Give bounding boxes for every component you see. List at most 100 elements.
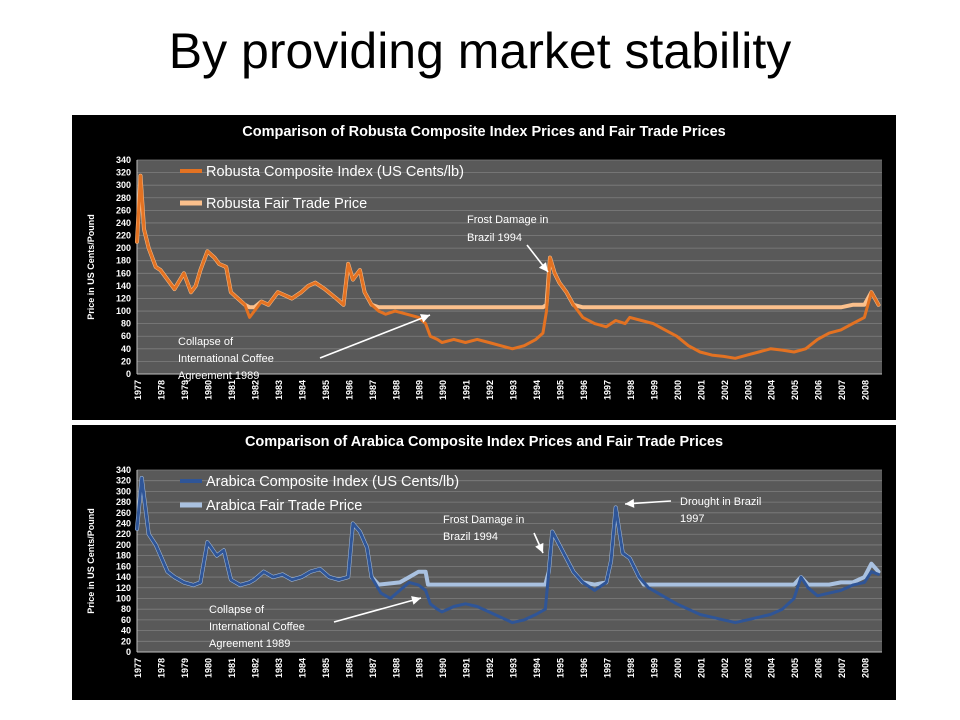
y-tick-label: 120 [116, 293, 131, 303]
y-tick-label: 180 [116, 551, 131, 561]
annotation-text: Frost Damage in [443, 514, 524, 526]
x-tick-label: 1988 [391, 658, 401, 678]
arabica-chart-panel: 0 20 40 60 80 100 120 140 160 180 200 220 240 260 280 3… [72, 425, 896, 700]
x-tick-label: 1991 [462, 380, 472, 400]
x-tick-label: 2004 [767, 380, 777, 400]
x-tick-label: 1990 [438, 658, 448, 678]
y-tick-label: 280 [116, 193, 131, 203]
annotation-text: 1997 [680, 513, 704, 525]
y-tick-label: 100 [116, 593, 131, 603]
y-tick-label: 140 [116, 281, 131, 291]
y-tick-label: 280 [116, 497, 131, 507]
x-tick-label: 1999 [649, 380, 659, 400]
annotation-text: Frost Damage in [467, 214, 548, 226]
x-tick-label: 2004 [767, 658, 777, 678]
y-tick-label: 20 [121, 356, 131, 366]
y-tick-label: 120 [116, 583, 131, 593]
slide-title: By providing market stability [168, 23, 792, 79]
annotation-text: International Coffee [178, 353, 274, 365]
annotation-arrowhead [420, 314, 430, 323]
x-tick-label: 1985 [321, 380, 331, 400]
annotation-arrowhead [411, 596, 421, 605]
y-tick-label: 180 [116, 256, 131, 266]
x-tick-label: 1986 [344, 380, 354, 400]
x-tick-label: 1996 [579, 658, 589, 678]
annotation-arrow [319, 314, 431, 359]
annotation-arrowhead [535, 542, 544, 553]
y-tick-label: 300 [116, 486, 131, 496]
composite-index-line [135, 476, 880, 625]
chart-title: Comparison of Arabica Composite Index Pr… [245, 434, 723, 450]
x-tick-label: 2008 [861, 380, 871, 400]
x-tick-label: 2005 [790, 658, 800, 678]
x-tick-label: 1982 [250, 658, 260, 678]
x-tick-label: 1977 [133, 380, 143, 400]
y-tick-label: 320 [116, 168, 131, 178]
chart-title: Comparison of Robusta Composite Index Pr… [242, 124, 725, 140]
y-axis-label: Price in US Cents/Pound [86, 214, 96, 320]
x-tick-label: 2006 [814, 380, 824, 400]
x-tick-label: 1993 [509, 658, 519, 678]
x-tick-label: 1987 [368, 658, 378, 678]
x-tick-label: 2007 [837, 380, 847, 400]
x-tick-label: 1999 [649, 658, 659, 678]
annotation-text: Brazil 1994 [443, 531, 498, 543]
annotation-arrowhead [625, 498, 635, 508]
y-tick-label: 0 [126, 647, 131, 657]
x-tick-label: 1989 [415, 658, 425, 678]
x-tick-label: 2003 [743, 380, 753, 400]
annotation-text: Collapse of [209, 604, 265, 616]
x-tick-label: 1998 [626, 380, 636, 400]
x-tick-label: 1995 [556, 380, 566, 400]
annotation-arrowhead [538, 262, 548, 272]
y-tick-label: 340 [116, 465, 131, 475]
y-tick-label: 300 [116, 180, 131, 190]
x-tick-label: 2002 [720, 658, 730, 678]
y-tick-label: 40 [121, 344, 131, 354]
y-tick-label: 320 [116, 476, 131, 486]
x-tick-label: 2001 [696, 658, 706, 678]
x-tick-label: 1978 [157, 658, 167, 678]
x-tick-label: 2006 [814, 658, 824, 678]
x-tick-label: 1983 [274, 380, 284, 400]
annotation-text: Drought in Brazil [680, 496, 761, 508]
x-tick-label: 1983 [274, 658, 284, 678]
y-tick-label: 160 [116, 561, 131, 571]
x-tick-label: 1981 [227, 658, 237, 678]
annotation-text: International Coffee [209, 621, 305, 633]
annotation-arrow [333, 597, 422, 623]
x-tick-label: 2007 [837, 658, 847, 678]
x-tick-label: 2008 [861, 658, 871, 678]
x-tick-label: 1977 [133, 658, 143, 678]
x-tick-label: 1982 [250, 380, 260, 400]
y-tick-label: 160 [116, 268, 131, 278]
x-tick-label: 2002 [720, 380, 730, 400]
y-tick-label: 60 [121, 615, 131, 625]
x-tick-label: 1998 [626, 658, 636, 678]
x-tick-label: 1985 [321, 658, 331, 678]
x-tick-label: 1981 [227, 380, 237, 400]
y-tick-label: 220 [116, 529, 131, 539]
y-tick-label: 40 [121, 626, 131, 636]
x-tick-label: 1990 [438, 380, 448, 400]
legend-label: Robusta Fair Trade Price [206, 196, 367, 212]
x-tick-label: 1984 [297, 658, 307, 678]
x-tick-label: 1993 [509, 380, 519, 400]
y-tick-label: 220 [116, 231, 131, 241]
y-tick-label: 260 [116, 508, 131, 518]
y-tick-label: 240 [116, 519, 131, 529]
y-tick-label: 140 [116, 572, 131, 582]
x-tick-label: 1984 [297, 380, 307, 400]
x-tick-label: 2000 [673, 658, 683, 678]
annotation-text: Brazil 1994 [467, 232, 522, 244]
x-tick-label: 1995 [556, 658, 566, 678]
x-tick-label: 1994 [532, 658, 542, 678]
x-tick-label: 1991 [462, 658, 472, 678]
x-tick-label: 1992 [485, 658, 495, 678]
x-tick-label: 1979 [180, 658, 190, 678]
x-tick-label: 1996 [579, 380, 589, 400]
x-tick-label: 2005 [790, 380, 800, 400]
x-tick-label: 2000 [673, 380, 683, 400]
y-tick-label: 100 [116, 306, 131, 316]
x-tick-label: 1997 [602, 380, 612, 400]
